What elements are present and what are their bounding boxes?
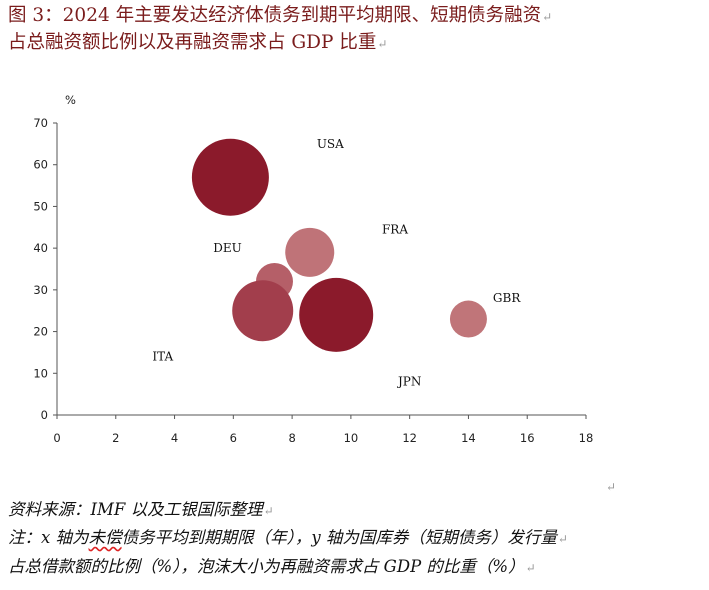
return-mark-icon: ↵ (606, 480, 617, 494)
y-tick-label: 60 (33, 158, 48, 172)
chart-labels: USA FRA DEU GBR ITA JPN (152, 137, 521, 389)
x-tick-label: 2 (112, 431, 119, 445)
x-tick-label: 8 (288, 431, 295, 445)
label-ita: ITA (152, 350, 173, 364)
x-tick-label: 0 (53, 431, 60, 445)
y-tick-label: 70 (33, 116, 48, 130)
chart-axes: 0 10 20 30 40 50 60 70 0 2 4 6 8 10 12 14 16 18% (33, 93, 593, 445)
figure-title-line-2: 占总融资额比例以及再融资需求占 GDP 比重↵ (8, 32, 388, 53)
bubble-chart: 0 10 20 30 40 50 60 70 0 2 4 6 8 10 12 14 16 18% USA FRA DE… (33, 93, 593, 445)
label-usa: USA (317, 137, 344, 151)
x-tick-label: 16 (520, 431, 535, 445)
y-axis-unit-label: % (65, 93, 76, 107)
bubble-jpn (299, 277, 374, 352)
x-tick-label: 10 (344, 431, 359, 445)
x-tick-label: 18 (579, 431, 594, 445)
y-tick-label: 30 (33, 283, 48, 297)
return-mark-icon: ↵ (377, 37, 388, 51)
bubble-gbr (449, 300, 487, 338)
x-tick-label: 14 (461, 431, 476, 445)
x-tick-label: 6 (230, 431, 237, 445)
label-jpn: JPN (396, 375, 421, 389)
bubble-usa (191, 138, 269, 216)
label-fra: FRA (382, 222, 408, 236)
axis-note-line-2: 占总借款额的比例（%），泡沫大小为再融资需求占 GDP 的比重（%）↵ (8, 557, 536, 576)
y-tick-label: 20 (33, 325, 48, 339)
return-mark-icon: ↵ (525, 561, 536, 575)
source-note: 资料来源：IMF 以及工银国际整理↵ (8, 500, 274, 519)
label-deu: DEU (213, 241, 242, 255)
chart-bubbles (191, 138, 487, 352)
y-tick-label: 0 (41, 408, 48, 422)
return-mark-icon: ↵ (557, 532, 568, 546)
axis-note-line-1: 注：x 轴为未偿债务平均到期期限（年），y 轴为国库券（短期债务）发行量↵ (8, 528, 568, 547)
bubble-ita (232, 280, 294, 342)
figure-title-line-1: 图 3：2024 年主要发达经济体债务到期平均期限、短期债务融资↵ (8, 5, 553, 26)
y-tick-label: 40 (33, 241, 48, 255)
return-mark-icon: ↵ (263, 504, 274, 518)
label-gbr: GBR (493, 291, 521, 305)
y-tick-label: 50 (33, 199, 48, 213)
x-tick-label: 4 (171, 431, 178, 445)
x-tick-label: 12 (402, 431, 417, 445)
y-tick-label: 10 (33, 366, 48, 380)
bubble-fra (285, 227, 335, 277)
return-mark-icon: ↵ (542, 10, 553, 24)
